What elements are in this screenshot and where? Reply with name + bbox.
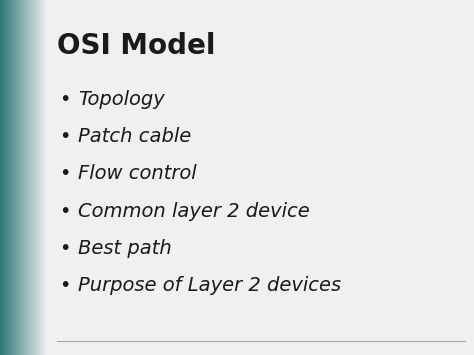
Bar <box>38 0 39 355</box>
Bar <box>20 0 21 355</box>
Bar <box>41 0 42 355</box>
Bar <box>16 0 17 355</box>
Bar <box>18 0 19 355</box>
Text: •: • <box>59 127 71 146</box>
Text: Flow control: Flow control <box>78 164 197 184</box>
Bar <box>34 0 35 355</box>
Text: •: • <box>59 202 71 221</box>
Bar <box>3 0 4 355</box>
Bar <box>10 0 11 355</box>
Bar <box>14 0 15 355</box>
Bar <box>30 0 31 355</box>
Text: •: • <box>59 164 71 184</box>
Bar <box>26 0 27 355</box>
Bar <box>15 0 16 355</box>
Bar <box>5 0 6 355</box>
Bar <box>1 0 2 355</box>
Bar <box>31 0 32 355</box>
Bar <box>12 0 13 355</box>
Bar <box>28 0 29 355</box>
Bar <box>7 0 8 355</box>
Bar <box>33 0 34 355</box>
Bar <box>46 0 47 355</box>
Text: •: • <box>59 276 71 295</box>
Bar <box>6 0 7 355</box>
Bar <box>8 0 9 355</box>
Bar <box>11 0 12 355</box>
Bar <box>29 0 30 355</box>
Bar <box>42 0 43 355</box>
Bar <box>27 0 28 355</box>
Bar <box>24 0 25 355</box>
Bar <box>25 0 26 355</box>
Bar <box>44 0 45 355</box>
Bar <box>19 0 20 355</box>
Text: Common layer 2 device: Common layer 2 device <box>78 202 310 221</box>
Bar <box>35 0 36 355</box>
Bar <box>17 0 18 355</box>
Text: OSI Model: OSI Model <box>57 32 215 60</box>
Text: •: • <box>59 90 71 109</box>
Bar <box>4 0 5 355</box>
Bar <box>32 0 33 355</box>
Bar <box>8 0 9 355</box>
Bar <box>39 0 40 355</box>
Bar <box>13 0 14 355</box>
Text: Best path: Best path <box>78 239 172 258</box>
Bar <box>9 0 10 355</box>
Bar <box>21 0 22 355</box>
Text: Patch cable: Patch cable <box>78 127 191 146</box>
Bar <box>45 0 46 355</box>
Text: Topology: Topology <box>78 90 165 109</box>
Bar <box>43 0 44 355</box>
Bar <box>22 0 23 355</box>
Bar <box>10 0 11 355</box>
Text: •: • <box>59 239 71 258</box>
Bar <box>23 0 24 355</box>
Bar <box>0 0 1 355</box>
Bar <box>2 0 3 355</box>
Text: Purpose of Layer 2 devices: Purpose of Layer 2 devices <box>78 276 341 295</box>
Bar <box>3 0 4 355</box>
Bar <box>37 0 38 355</box>
Bar <box>40 0 41 355</box>
